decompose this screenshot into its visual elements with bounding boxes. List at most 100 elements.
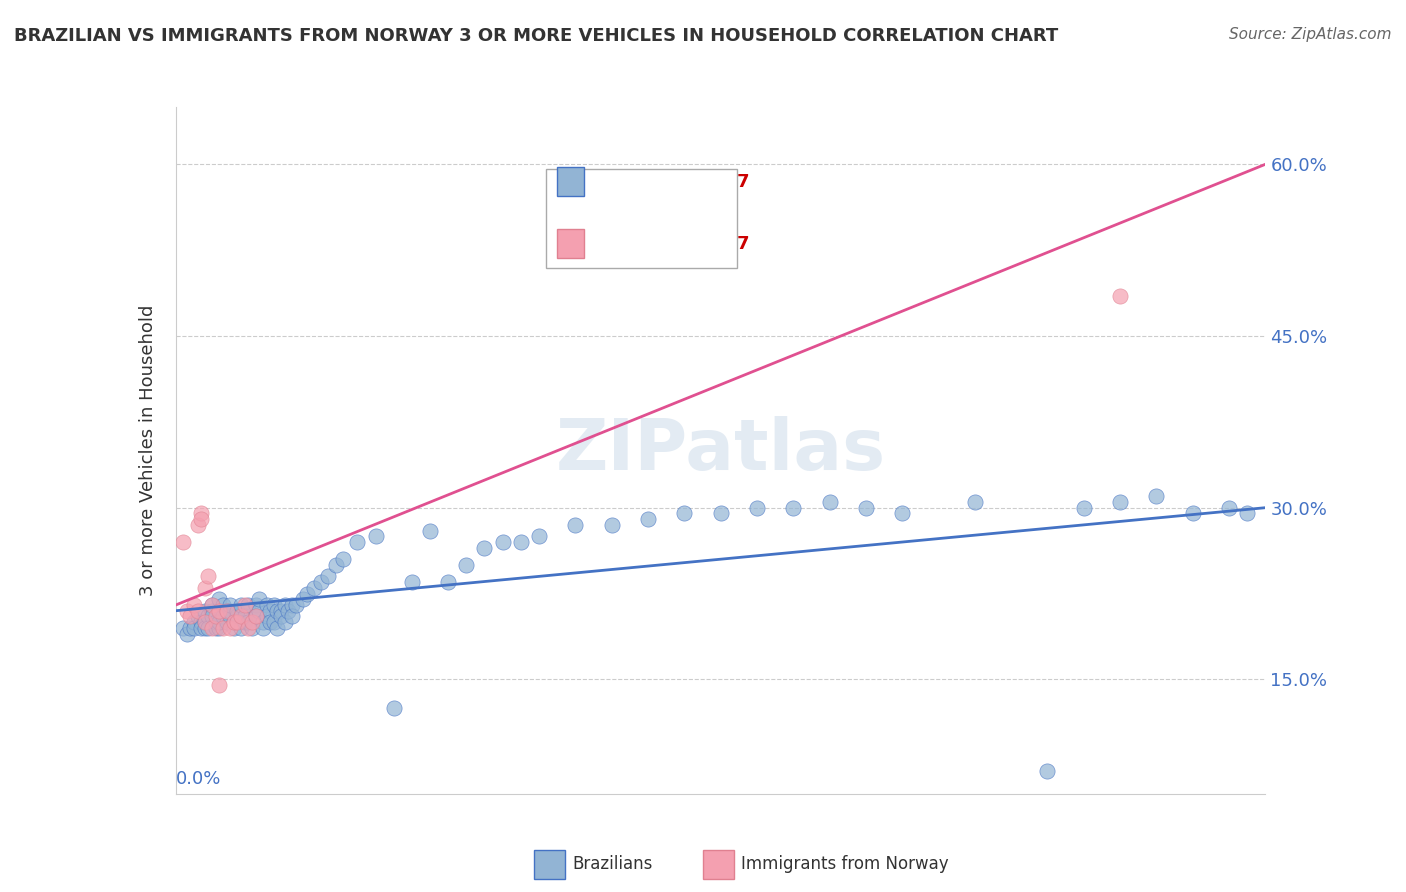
Point [201, 598, 224, 612]
Point [172, 621, 194, 635]
Text: R =  0.450: R = 0.450 [595, 235, 692, 252]
Point [197, 621, 219, 635]
Point [745, 500, 768, 515]
Point [256, 609, 278, 624]
Y-axis label: 3 or more Vehicles in Household: 3 or more Vehicles in Household [139, 305, 157, 596]
Point [201, 598, 224, 612]
Point [226, 604, 249, 618]
Point [401, 575, 423, 590]
Point [318, 569, 340, 583]
Point [197, 609, 219, 624]
Point [231, 609, 253, 624]
Point [240, 615, 263, 630]
Point [183, 621, 205, 635]
Text: Brazilians: Brazilians [572, 855, 652, 873]
Point [215, 604, 238, 618]
Point [190, 621, 212, 635]
Point [256, 598, 278, 612]
Point [212, 609, 235, 624]
Point [238, 621, 260, 635]
Point [194, 615, 217, 630]
Point [325, 558, 347, 572]
Point [1073, 500, 1095, 515]
Text: N = 27: N = 27 [682, 235, 749, 252]
Point [190, 507, 212, 521]
Point [818, 495, 841, 509]
Text: ZIPatlas: ZIPatlas [555, 416, 886, 485]
Point [222, 615, 245, 630]
Point [183, 598, 205, 612]
Point [215, 604, 238, 618]
FancyBboxPatch shape [546, 169, 737, 268]
Point [1036, 764, 1059, 778]
Point [208, 621, 231, 635]
Point [456, 558, 478, 572]
Point [219, 604, 242, 618]
Point [231, 621, 253, 635]
Point [194, 615, 217, 630]
Text: BRAZILIAN VS IMMIGRANTS FROM NORWAY 3 OR MORE VEHICLES IN HOUSEHOLD CORRELATION : BRAZILIAN VS IMMIGRANTS FROM NORWAY 3 OR… [14, 27, 1059, 45]
Text: N = 97: N = 97 [682, 173, 749, 191]
Point [302, 581, 325, 595]
Text: R =  0.278: R = 0.278 [595, 173, 692, 191]
Point [219, 621, 242, 635]
Point [194, 621, 217, 635]
Point [233, 615, 256, 630]
Point [252, 615, 274, 630]
Point [963, 495, 986, 509]
Point [208, 678, 231, 692]
Point [1109, 495, 1132, 509]
FancyBboxPatch shape [557, 229, 585, 258]
Point [204, 609, 226, 624]
Point [332, 552, 354, 566]
Point [437, 575, 460, 590]
Point [284, 598, 307, 612]
Point [673, 507, 696, 521]
Point [259, 615, 281, 630]
Text: Source: ZipAtlas.com: Source: ZipAtlas.com [1229, 27, 1392, 42]
Point [1109, 289, 1132, 303]
Point [309, 575, 332, 590]
Point [710, 507, 733, 521]
Point [270, 604, 292, 618]
Point [219, 609, 242, 624]
Point [245, 609, 267, 624]
Text: 0.0%: 0.0% [176, 770, 221, 788]
Point [270, 609, 292, 624]
Point [204, 621, 226, 635]
Point [233, 609, 256, 624]
Point [281, 598, 304, 612]
Point [364, 529, 387, 543]
Point [226, 609, 249, 624]
Point [252, 621, 274, 635]
Point [277, 604, 299, 618]
Point [208, 592, 231, 607]
Point [208, 604, 231, 618]
Point [172, 535, 194, 549]
Point [382, 701, 405, 715]
Point [212, 598, 235, 612]
Point [564, 517, 586, 532]
Point [247, 604, 270, 618]
Point [201, 609, 224, 624]
Text: Immigrants from Norway: Immigrants from Norway [741, 855, 949, 873]
Point [179, 621, 201, 635]
Point [176, 604, 198, 618]
Point [274, 615, 297, 630]
Point [1218, 500, 1240, 515]
Point [600, 517, 623, 532]
Point [291, 592, 314, 607]
Point [231, 598, 253, 612]
Point [1236, 507, 1258, 521]
Point [197, 569, 219, 583]
Point [194, 604, 217, 618]
Point [782, 500, 804, 515]
Point [238, 615, 260, 630]
Point [263, 598, 285, 612]
Point [263, 615, 285, 630]
Point [891, 507, 914, 521]
Point [222, 621, 245, 635]
Point [855, 500, 877, 515]
Point [183, 615, 205, 630]
Point [176, 626, 198, 640]
